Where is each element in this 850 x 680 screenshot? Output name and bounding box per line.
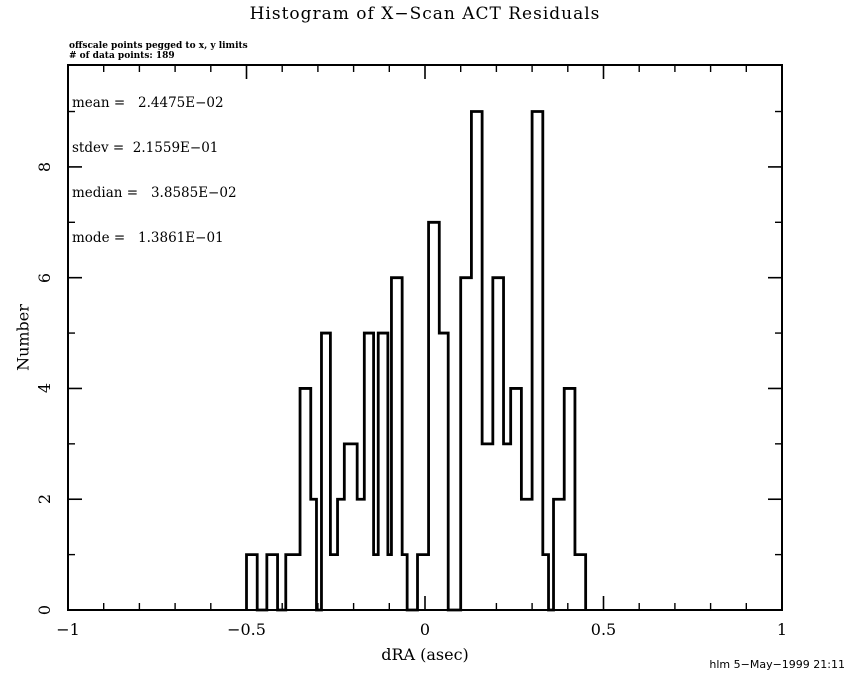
stat-mode: mode = 1.3861E−01 — [72, 230, 224, 246]
credit-stamp: hlm 5−May−1999 21:11 — [709, 658, 845, 671]
x-tick-label: 0 — [419, 620, 431, 639]
x-axis-label: dRA (asec) — [381, 645, 469, 664]
stat-mean: mean = 2.4475E−02 — [72, 95, 224, 111]
y-tick-label: 4 — [35, 383, 54, 394]
histogram-outline — [245, 110, 588, 612]
x-tick-label: 0.5 — [590, 620, 617, 639]
datapoints-count-note: # of data points: 189 — [69, 51, 175, 61]
x-tick-label: 1 — [776, 620, 788, 639]
y-tick-label: 6 — [35, 272, 54, 283]
y-tick-label: 2 — [35, 494, 54, 505]
stats-block: mean = 2.4475E−02 stdev = 2.1559E−01 med… — [72, 66, 237, 276]
x-tick-label: −0.5 — [227, 620, 266, 639]
y-tick-label: 8 — [35, 161, 54, 172]
y-tick-label: 0 — [35, 604, 54, 616]
y-axis-label: Number — [13, 304, 33, 371]
offscale-note: offscale points pegged to x, y limits — [69, 41, 248, 51]
chart-title: Histogram of X−Scan ACT Residuals — [249, 4, 601, 24]
stat-median: median = 3.8585E−02 — [72, 185, 237, 201]
stat-stdev: stdev = 2.1559E−01 — [72, 140, 219, 156]
x-tick-label: −1 — [56, 620, 80, 639]
